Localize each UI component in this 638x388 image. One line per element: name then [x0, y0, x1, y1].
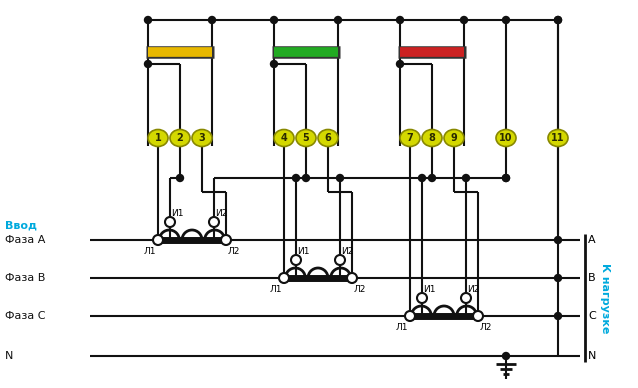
Circle shape — [463, 175, 470, 182]
Ellipse shape — [318, 130, 338, 147]
Circle shape — [503, 17, 510, 24]
Circle shape — [209, 17, 216, 24]
Circle shape — [503, 353, 510, 360]
Text: Л1: Л1 — [396, 324, 408, 333]
Ellipse shape — [400, 130, 420, 147]
Text: И2: И2 — [341, 246, 353, 256]
Circle shape — [177, 175, 184, 182]
Circle shape — [503, 175, 510, 182]
Text: 5: 5 — [302, 133, 309, 143]
Text: Л1: Л1 — [144, 248, 156, 256]
Text: 3: 3 — [198, 133, 205, 143]
Circle shape — [348, 274, 355, 282]
Ellipse shape — [296, 130, 316, 147]
Circle shape — [223, 237, 230, 244]
Text: Фаза В: Фаза В — [5, 273, 45, 283]
Text: И2: И2 — [215, 208, 227, 218]
Ellipse shape — [170, 130, 190, 147]
Text: 8: 8 — [429, 133, 436, 143]
Text: N: N — [588, 351, 597, 361]
Text: И1: И1 — [171, 208, 184, 218]
Text: 2: 2 — [177, 133, 183, 143]
Circle shape — [221, 235, 231, 245]
Text: 9: 9 — [450, 133, 457, 143]
Circle shape — [347, 273, 357, 283]
Ellipse shape — [496, 130, 516, 147]
Circle shape — [209, 217, 219, 227]
Circle shape — [291, 255, 301, 265]
Text: Л2: Л2 — [354, 286, 366, 294]
Circle shape — [302, 175, 309, 182]
Circle shape — [554, 17, 561, 24]
Circle shape — [336, 175, 343, 182]
Text: Л2: Л2 — [228, 248, 240, 256]
Ellipse shape — [548, 130, 568, 147]
Ellipse shape — [422, 130, 442, 147]
Text: И1: И1 — [297, 246, 309, 256]
Circle shape — [334, 17, 341, 24]
Circle shape — [271, 61, 278, 68]
Circle shape — [461, 17, 468, 24]
Text: Ввод: Ввод — [5, 221, 37, 231]
Ellipse shape — [148, 130, 168, 147]
Circle shape — [503, 175, 510, 182]
Circle shape — [153, 235, 163, 245]
Text: 7: 7 — [406, 133, 413, 143]
Circle shape — [419, 175, 426, 182]
Circle shape — [144, 17, 151, 24]
Circle shape — [554, 274, 561, 282]
Text: К нагрузке: К нагрузке — [600, 263, 610, 333]
Circle shape — [271, 17, 278, 24]
Circle shape — [473, 311, 483, 321]
Circle shape — [165, 217, 175, 227]
Circle shape — [279, 273, 289, 283]
Text: 6: 6 — [325, 133, 331, 143]
Text: А: А — [588, 235, 596, 245]
Ellipse shape — [444, 130, 464, 147]
Text: Л1: Л1 — [270, 286, 282, 294]
Circle shape — [335, 255, 345, 265]
Circle shape — [405, 311, 415, 321]
Text: 10: 10 — [500, 133, 513, 143]
Text: Фаза С: Фаза С — [5, 311, 45, 321]
Circle shape — [154, 237, 161, 244]
Circle shape — [396, 61, 403, 68]
Circle shape — [429, 175, 436, 182]
Circle shape — [461, 293, 471, 303]
Text: И2: И2 — [467, 284, 479, 293]
Text: Л2: Л2 — [480, 324, 492, 333]
Circle shape — [406, 312, 413, 319]
Circle shape — [281, 274, 288, 282]
Text: Фаза А: Фаза А — [5, 235, 45, 245]
Text: С: С — [588, 311, 596, 321]
Circle shape — [144, 61, 151, 68]
Ellipse shape — [192, 130, 212, 147]
Ellipse shape — [274, 130, 294, 147]
Circle shape — [554, 17, 561, 24]
Text: 11: 11 — [551, 133, 565, 143]
Circle shape — [554, 237, 561, 244]
Circle shape — [475, 312, 482, 319]
Circle shape — [554, 312, 561, 319]
Text: 4: 4 — [281, 133, 287, 143]
Text: И1: И1 — [423, 284, 436, 293]
Text: 1: 1 — [154, 133, 161, 143]
Circle shape — [417, 293, 427, 303]
Text: В: В — [588, 273, 596, 283]
Circle shape — [396, 17, 403, 24]
Circle shape — [292, 175, 299, 182]
Text: N: N — [5, 351, 13, 361]
